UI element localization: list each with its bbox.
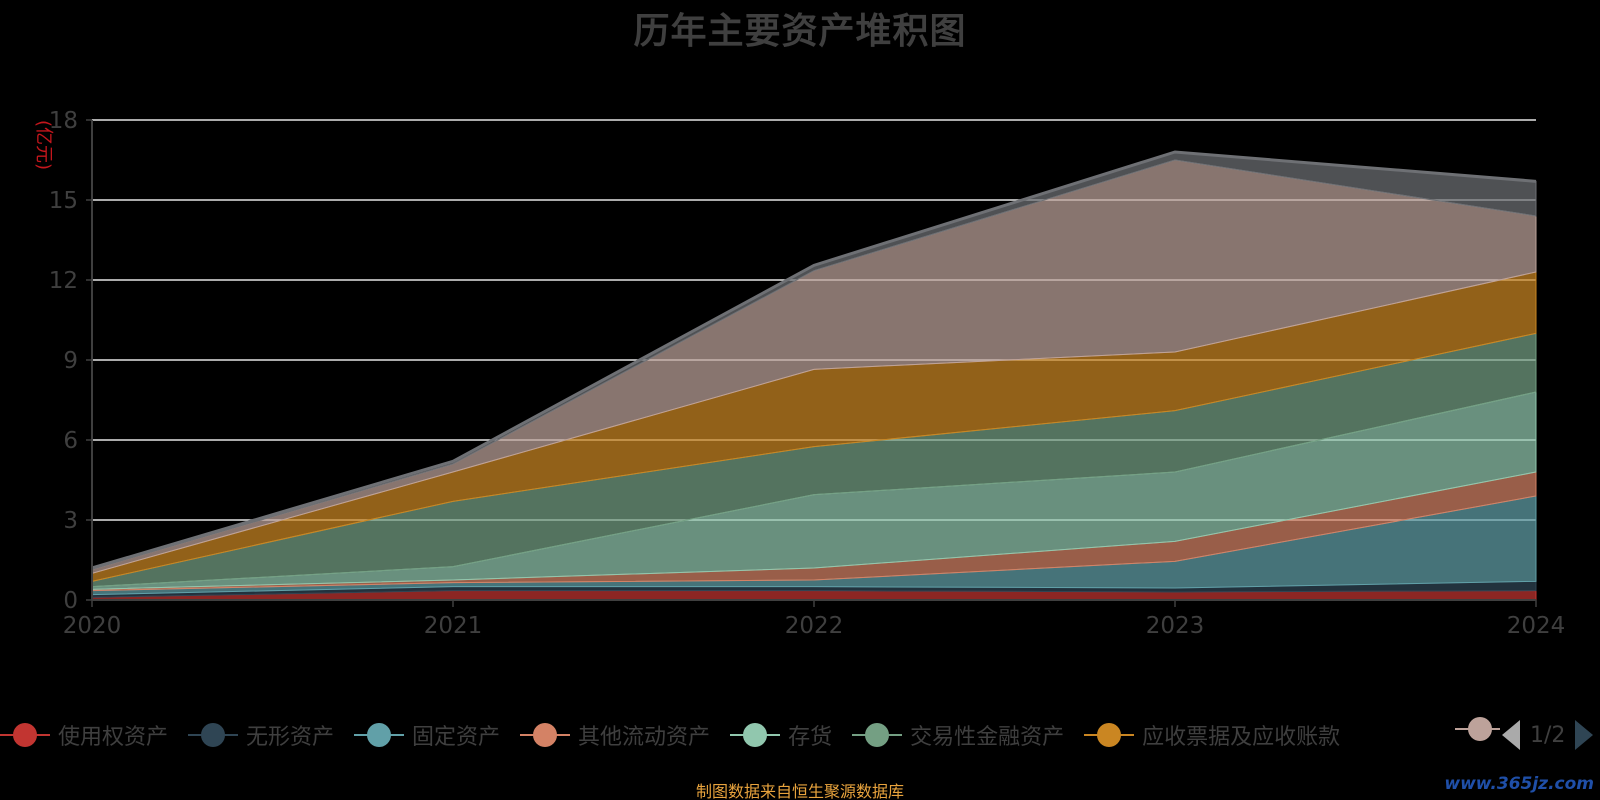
legend-item-2[interactable]: 固定资产 xyxy=(354,719,500,751)
x-tick-label: 2023 xyxy=(1146,613,1205,639)
y-tick-label: 12 xyxy=(49,268,78,294)
y-tick-label: 6 xyxy=(63,428,78,454)
legend-label: 使用权资产 xyxy=(58,725,169,750)
legend-label: 存货 xyxy=(788,725,833,750)
legend-page-indicator: 1/2 xyxy=(1530,722,1566,748)
legend-item-0[interactable]: 使用权资产 xyxy=(0,719,168,751)
source-note: 制图数据来自恒生聚源数据库 xyxy=(695,782,904,800)
legend-swatch xyxy=(520,722,571,748)
legend-label: 交易性金融资产 xyxy=(910,725,1065,750)
stacked-areas xyxy=(91,150,1537,601)
legend-label: 固定资产 xyxy=(412,725,501,750)
legend-swatch xyxy=(0,722,50,748)
legend-item-4[interactable]: 存货 xyxy=(730,719,832,751)
legend-swatch xyxy=(1084,722,1135,748)
watermark: www.365jz.com xyxy=(1444,774,1594,794)
legend-item-1[interactable]: 无形资产 xyxy=(188,719,334,751)
legend-label: 应收票据及应收账款 xyxy=(1142,725,1341,750)
legend-swatch xyxy=(188,722,239,748)
legend-swatch xyxy=(354,722,405,748)
legend-item-5[interactable]: 交易性金融资产 xyxy=(852,719,1064,751)
y-axis-label: (亿元) xyxy=(33,120,54,170)
legend-label: 无形资产 xyxy=(246,725,335,750)
axes: 0 3 6 9 12 15 18 2020 2021 2022 2023 2024 xyxy=(49,108,1566,639)
chart-title: 历年主要资产堆积图 xyxy=(633,11,967,52)
legend-swatch-partial xyxy=(1455,716,1505,742)
y-tick-label: 3 xyxy=(63,508,78,534)
legend-label: 其他流动资产 xyxy=(578,725,711,750)
y-tick-label: 15 xyxy=(49,188,78,214)
x-tick-label: 2020 xyxy=(63,613,122,639)
legend-pager: 1/2 xyxy=(1500,716,1594,754)
y-tick-label: 18 xyxy=(49,108,78,134)
x-tick-label: 2024 xyxy=(1507,613,1566,639)
legend-item-3[interactable]: 其他流动资产 xyxy=(520,719,710,751)
legend-next-page-button[interactable] xyxy=(1575,720,1594,750)
legend-item-6[interactable]: 应收票据及应收账款 xyxy=(1084,719,1340,751)
stack-top-line xyxy=(91,150,1537,570)
legend: 使用权资产 无形资产 固定资产 其他流动资产 存货 交易性金融资产 应收票据及应收账款 xyxy=(0,716,1600,754)
x-tick-label: 2021 xyxy=(424,613,483,639)
y-tick-label: 9 xyxy=(63,348,78,374)
legend-swatch xyxy=(730,722,781,748)
legend-prev-page-button[interactable] xyxy=(1502,720,1520,750)
legend-item-partial[interactable] xyxy=(1455,716,1507,754)
x-tick-label: 2022 xyxy=(785,613,844,639)
y-tick-label: 0 xyxy=(63,588,78,614)
legend-swatch xyxy=(852,722,903,748)
